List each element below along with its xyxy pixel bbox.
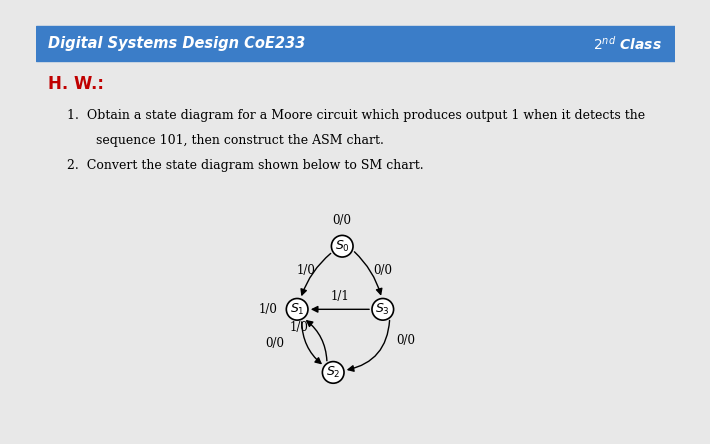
Text: $S_1$: $S_1$: [290, 302, 305, 317]
Text: Digital Systems Design CoE233: Digital Systems Design CoE233: [48, 36, 305, 51]
Text: $S_3$: $S_3$: [376, 302, 391, 317]
Text: H. W.:: H. W.:: [48, 75, 104, 93]
Text: 0/0: 0/0: [333, 214, 351, 227]
Text: $2^{nd}$ Class: $2^{nd}$ Class: [593, 35, 662, 52]
Text: 0/0: 0/0: [373, 265, 393, 278]
Text: 2.  Convert the state diagram shown below to SM chart.: 2. Convert the state diagram shown below…: [67, 159, 424, 172]
Text: 1/0: 1/0: [259, 303, 278, 316]
Text: 1/0: 1/0: [290, 321, 309, 334]
Text: $S_2$: $S_2$: [326, 365, 341, 380]
Circle shape: [286, 298, 308, 320]
Circle shape: [372, 298, 393, 320]
Text: $S_0$: $S_0$: [334, 239, 350, 254]
Circle shape: [332, 235, 353, 257]
Text: 0/0: 0/0: [265, 337, 284, 349]
Text: 1/1: 1/1: [331, 290, 349, 303]
Text: 0/0: 0/0: [395, 334, 415, 347]
FancyBboxPatch shape: [36, 26, 674, 61]
Circle shape: [322, 361, 344, 383]
Text: sequence 101, then construct the ASM chart.: sequence 101, then construct the ASM cha…: [97, 134, 384, 147]
Text: 1.  Obtain a state diagram for a Moore circuit which produces output 1 when it d: 1. Obtain a state diagram for a Moore ci…: [67, 109, 645, 122]
Text: 1/0: 1/0: [297, 265, 316, 278]
